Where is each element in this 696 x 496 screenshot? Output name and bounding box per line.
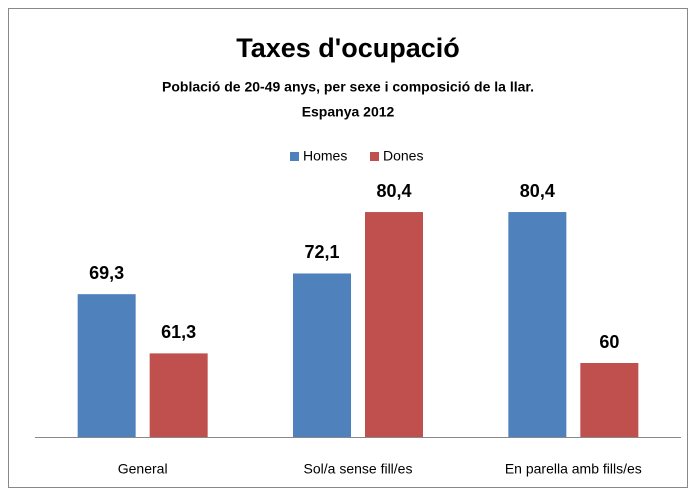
chart-title: Taxes d'ocupació	[236, 33, 460, 63]
value-label: 61,3	[161, 322, 196, 342]
x-tick-label: Sol/a sense fill/es	[304, 461, 413, 477]
bar	[580, 363, 639, 437]
bar	[293, 273, 351, 437]
value-label: 80,4	[520, 181, 555, 201]
value-label: 69,3	[89, 263, 124, 283]
bar	[149, 353, 208, 437]
x-tick-label: General	[118, 461, 168, 477]
bar	[508, 212, 567, 437]
chart-subtitle: Espanya 2012	[302, 104, 395, 120]
x-tick-label: En parella amb fills/es	[505, 461, 642, 477]
chart-subtitle: Població de 20-49 anys, per sexe i compo…	[162, 79, 534, 95]
bar	[77, 294, 136, 437]
legend-swatch	[290, 152, 299, 161]
value-label: 80,4	[376, 181, 411, 201]
value-label: 72,1	[304, 242, 339, 262]
bar	[365, 212, 423, 437]
legend-swatch	[370, 152, 379, 161]
value-label: 60	[599, 332, 619, 352]
legend-label: Dones	[383, 148, 423, 164]
legend-label: Homes	[303, 148, 347, 164]
